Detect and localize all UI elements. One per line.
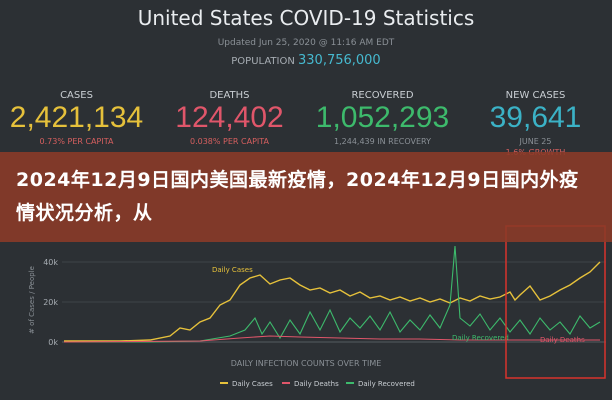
y-axis-label: # of Cases / People bbox=[28, 266, 36, 334]
stat-deaths: DEATHS 124,402 0.038% PER CAPITA bbox=[153, 90, 306, 146]
population-value: 330,756,000 bbox=[298, 53, 381, 68]
stat-cases: CASES 2,421,134 0.73% PER CAPITA bbox=[0, 90, 153, 146]
stat-label: NEW CASES bbox=[505, 90, 566, 101]
daily-deaths-line bbox=[63, 335, 600, 343]
stat-label: RECOVERED bbox=[351, 90, 414, 101]
stat-sub: 0.038% PER CAPITA bbox=[189, 137, 269, 146]
stat-sub: JUNE 25 bbox=[519, 137, 552, 146]
legend-entry: Daily Cases bbox=[232, 380, 273, 388]
legend-entry: Daily Deaths bbox=[294, 380, 339, 388]
stat-value: 39,641 bbox=[489, 101, 582, 134]
daily-cases-line bbox=[64, 261, 601, 342]
stat-sub: 0.73% PER CAPITA bbox=[39, 137, 114, 146]
updated: Updated Jun 25, 2020 @ 11:16 AM EDT bbox=[217, 38, 395, 48]
stat-value: 124,402 bbox=[175, 101, 284, 134]
stat-value: 1,052,293 bbox=[315, 101, 450, 134]
stat-label: CASES bbox=[60, 90, 93, 101]
banner: 2024年12月9日国内美国最新疫情，2024年12月9日国内外疫情状况分析，从 bbox=[0, 152, 612, 242]
tick-label: 20k bbox=[43, 298, 58, 307]
title: United States COVID-19 Statistics bbox=[137, 6, 475, 30]
stat-label: DEATHS bbox=[209, 90, 250, 101]
stat-value: 2,421,134 bbox=[9, 101, 144, 134]
tick-label: 0k bbox=[48, 338, 58, 347]
population-label: POPULATION bbox=[231, 56, 295, 67]
stat-recovered: RECOVERED 1,052,293 1,244,439 IN RECOVER… bbox=[306, 90, 459, 146]
legend-entry: Daily Recovered bbox=[358, 380, 415, 388]
tick-label: 40k bbox=[43, 258, 58, 267]
banner-text: 2024年12月9日国内美国最新疫情，2024年12月9日国内外疫情状况分析，从 bbox=[16, 169, 579, 224]
line-label: Daily Cases bbox=[212, 266, 253, 274]
daily-recovered-line bbox=[64, 245, 601, 343]
population: POPULATION 330,756,000 bbox=[0, 53, 612, 68]
chart-caption: DAILY INFECTION COUNTS OVER TIME bbox=[231, 359, 382, 368]
line-label: Daily Deaths bbox=[540, 336, 585, 344]
stat-sub: 1,244,439 IN RECOVERY bbox=[334, 137, 431, 146]
line-label: Daily Recovered bbox=[452, 334, 509, 342]
